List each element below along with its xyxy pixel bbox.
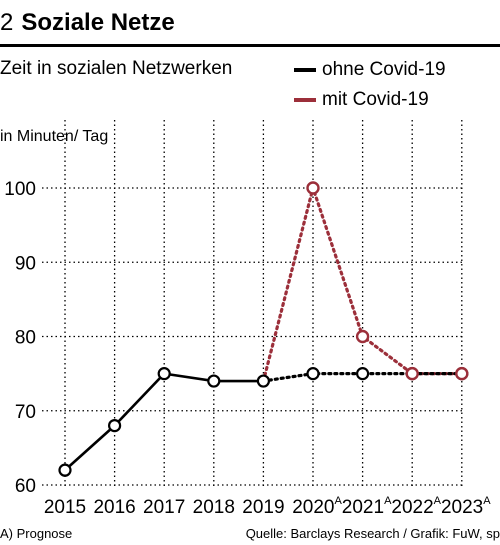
chart-heading: 2 Soziale Netze xyxy=(0,6,175,40)
x-tick-label-5: 2020A xyxy=(292,495,342,518)
point-ohne-covid-2015 xyxy=(58,463,72,477)
point-ohne-covid-2019 xyxy=(256,374,270,388)
x-tick-label-3: 2018 xyxy=(193,497,235,518)
legend: ohne Covid-19 mit Covid-19 xyxy=(294,57,446,117)
y-axis-label: in Minuten/ Tag xyxy=(0,128,109,145)
x-tick-label-2: 2017 xyxy=(143,497,185,518)
series-line-mit-covid xyxy=(261,182,464,383)
point-mit-covid-2020A xyxy=(306,181,320,195)
legend-label-ohne-covid: ohne Covid-19 xyxy=(322,59,446,80)
y-tick-label-90: 90 xyxy=(15,253,36,274)
point-ohne-covid-2016 xyxy=(107,419,122,433)
line-chart: 60 70 80 90 100 2015 2016 2017 2018 2019 2020A 2021… xyxy=(4,120,491,518)
point-ohne-covid-2021A xyxy=(356,367,370,381)
point-ohne-covid-2020A xyxy=(306,367,320,381)
point-mit-covid-2022A xyxy=(405,366,419,381)
footnote: A) Prognose xyxy=(0,526,73,541)
x-tick-label-8: 2023A xyxy=(441,495,491,518)
y-tick-label-100: 100 xyxy=(4,179,36,200)
legend-label-mit-covid: mit Covid-19 xyxy=(322,89,429,110)
legend-swatch-mit-covid xyxy=(294,98,316,102)
x-tick-label-1: 2016 xyxy=(93,497,135,518)
chart-title: Soziale Netze xyxy=(21,9,175,36)
y-tick-label-60: 60 xyxy=(15,476,36,497)
point-mit-covid-2023A xyxy=(455,366,469,381)
point-ohne-covid-2017 xyxy=(157,367,171,381)
legend-item-mit-covid: mit Covid-19 xyxy=(294,87,446,113)
y-tick-label-70: 70 xyxy=(15,402,36,423)
source-credit: Quelle: Barclays Research / Grafik: FuW,… xyxy=(245,526,500,541)
legend-item-ohne-covid: ohne Covid-19 xyxy=(294,57,446,83)
chart-number: 2 xyxy=(0,9,14,36)
x-tick-label-7: 2022A xyxy=(391,495,441,518)
point-ohne-covid-2018 xyxy=(207,374,221,388)
chart-subtitle: Zeit in sozialen Netzwerken xyxy=(0,58,233,79)
x-tick-label-4: 2019 xyxy=(242,497,284,518)
point-mit-covid-2021A xyxy=(355,329,370,344)
y-tick-label-80: 80 xyxy=(15,328,36,349)
x-tick-label-0: 2015 xyxy=(44,497,86,518)
x-tick-label-6: 2021A xyxy=(342,495,392,518)
series-line-ohne-covid-forecast xyxy=(261,372,464,383)
title-divider xyxy=(0,44,500,47)
legend-swatch-ohne-covid xyxy=(294,68,316,72)
